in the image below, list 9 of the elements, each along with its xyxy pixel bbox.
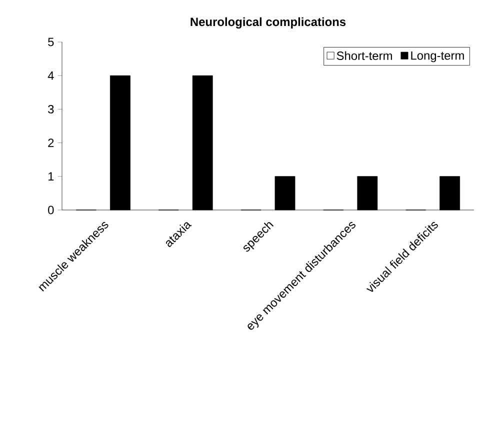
chart-title: Neurological complications — [190, 17, 346, 28]
y-tick-label: 3 — [48, 104, 54, 114]
y-tick-label: 1 — [48, 172, 54, 181]
legend-label: Long-term — [411, 51, 464, 62]
y-tick-label: 2 — [48, 138, 54, 147]
y-tick-label: 0 — [48, 206, 54, 214]
legend-label: Short-term — [336, 51, 392, 60]
y-tick-label: 5 — [48, 38, 54, 46]
y-tick-label: 4 — [48, 71, 54, 80]
